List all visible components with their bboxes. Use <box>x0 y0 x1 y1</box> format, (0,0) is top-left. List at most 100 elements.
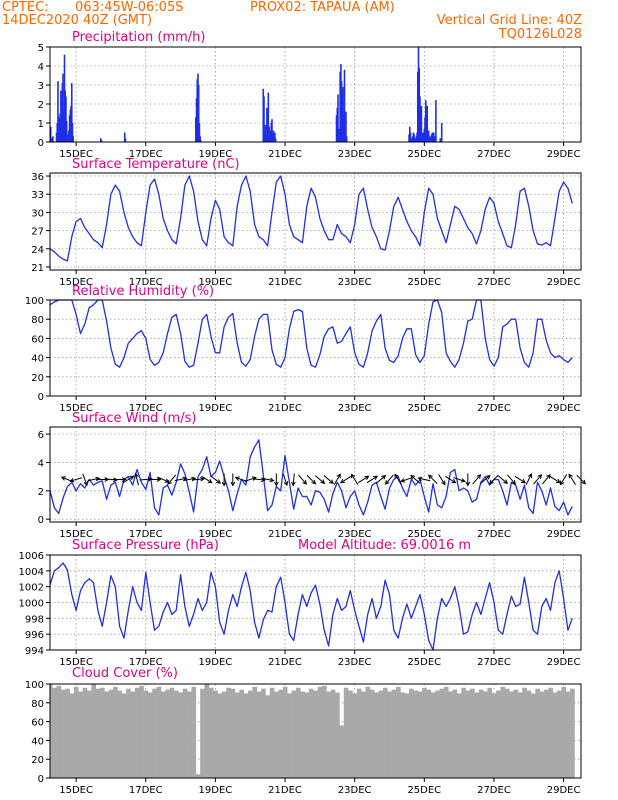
temp-line <box>49 175 573 262</box>
cloud-bar <box>52 687 57 778</box>
cloud-ytick-label: 60 <box>31 718 44 729</box>
cloud-bar <box>439 688 445 778</box>
cloud-bar <box>295 687 301 778</box>
cloud-bar <box>182 688 188 778</box>
wind-arrow <box>273 473 279 487</box>
cloud-bar <box>278 689 284 778</box>
wind-arrow-head <box>273 481 279 487</box>
rh-xtick-label: 21DEC <box>268 403 302 414</box>
cloud-bar <box>400 692 406 778</box>
wind-arrow-shaft <box>252 478 265 481</box>
precip-bar <box>71 123 74 142</box>
rh-ytick-label: 40 <box>31 354 44 365</box>
cloud-bar <box>178 692 184 778</box>
wind-arrow-shaft <box>340 475 352 484</box>
cloud-bar <box>448 691 453 778</box>
wind-arrow-head <box>410 474 416 480</box>
wind-arrow-head <box>221 481 227 487</box>
wind-arrow-shaft <box>375 475 386 484</box>
cloud-bar <box>104 691 110 778</box>
wind-arrow-head <box>394 473 399 479</box>
pres-ytick-label: 994 <box>25 646 44 657</box>
cloud-bar <box>308 688 314 778</box>
cloud-bar <box>56 685 62 778</box>
cloud-ytick-label: 0 <box>38 774 44 785</box>
wind-arrow-shaft <box>489 474 499 485</box>
wind-arrow-head <box>581 479 586 485</box>
wind-arrow-head <box>441 480 446 486</box>
cloud-bar <box>261 688 266 778</box>
wind-arrow-head <box>465 481 471 487</box>
cloud-xtick-label: 25DEC <box>407 785 441 796</box>
wind-arrow <box>507 474 516 485</box>
rh-xtick-label: 27DEC <box>477 403 511 414</box>
cloud-bar <box>313 690 318 778</box>
wind-line <box>49 439 573 516</box>
temp-xtick-label: 17DEC <box>129 277 163 288</box>
temp-ytick-label: 27 <box>31 227 44 238</box>
cloud-xtick-label: 15DEC <box>59 785 93 796</box>
header-source: CPTEC: <box>2 0 49 15</box>
precip-ytick-label: 3 <box>38 81 44 92</box>
wind-xtick-label: 21DEC <box>268 529 302 540</box>
wind-arrow-head <box>69 477 75 483</box>
precip-bar <box>200 140 202 142</box>
temp-ytick-label: 24 <box>31 245 44 256</box>
rh-ytick-label: 80 <box>31 315 44 326</box>
precip-panel: 0 1 2 3 4 5 15DEC 17DEC 19DEC 21DEC 23DEC 25DEC 27DE… <box>38 43 582 160</box>
wind-arrow-head <box>121 477 127 482</box>
wind-arrow <box>400 477 413 483</box>
cloud-bar <box>86 690 92 778</box>
cloud-bar <box>73 686 79 778</box>
cloud-bar <box>156 686 162 778</box>
precip-ytick-label: 2 <box>38 100 44 111</box>
cloud-bar <box>169 687 175 778</box>
cloud-bar <box>226 687 231 778</box>
wind-arrow <box>134 472 139 486</box>
precip-bar <box>124 138 127 142</box>
cloud-bar <box>356 688 362 778</box>
pres-xtick-label: 17DEC <box>129 657 163 668</box>
wind-arrow-head <box>364 475 370 481</box>
cloud-bar <box>539 691 545 778</box>
wind-arrow <box>541 474 551 485</box>
wind-arrow-shaft <box>191 478 205 481</box>
cloud-bar <box>478 689 484 778</box>
precip-bar <box>199 136 201 142</box>
wind-arrow-head <box>60 476 66 481</box>
wind-arrow <box>410 474 421 484</box>
cloud-bar <box>443 686 449 778</box>
wind-arrow-shaft <box>167 474 177 485</box>
wind-arrow-head <box>134 472 139 478</box>
cloud-ytick-label: 80 <box>31 699 44 710</box>
wind-arrow <box>282 473 289 487</box>
cloud-bar <box>374 692 379 778</box>
cloud-bar <box>65 688 70 778</box>
rh-xtick-label: 29DEC <box>547 403 581 414</box>
precip-bar <box>345 111 347 142</box>
wind-ytick-label: 2 <box>38 487 44 498</box>
precip-bar <box>337 94 339 142</box>
precip-bar <box>52 136 54 142</box>
cloud-bar <box>343 687 349 778</box>
wind-arrow-shaft <box>497 475 508 484</box>
wind-arrow <box>167 474 177 485</box>
rh-ytick-label: 60 <box>31 334 44 345</box>
cloud-bar <box>487 687 493 778</box>
precip-bar <box>264 124 267 142</box>
temp-xtick-label: 29DEC <box>547 277 581 288</box>
pres-xtick-label: 15DEC <box>59 657 93 668</box>
plot-panels: 0 1 2 3 4 5 15DEC 17DEC 19DEC 21DEC 23DEC 25DEC 27DE… <box>19 43 586 796</box>
cloud-xtick-label: 29DEC <box>547 785 581 796</box>
pres-xtick-label: 25DEC <box>407 657 441 668</box>
cloud-bar <box>530 693 536 778</box>
wind-ytick-label: 4 <box>38 458 44 469</box>
wind-arrow-head <box>147 476 153 482</box>
cloud-bar <box>330 689 336 778</box>
wind-xtick-label: 17DEC <box>129 529 163 540</box>
temp-ytick-label: 36 <box>31 172 44 183</box>
wind-ytick-label: 6 <box>38 430 44 441</box>
precip-bar <box>337 128 340 142</box>
wind-arrow-shaft <box>358 475 369 484</box>
